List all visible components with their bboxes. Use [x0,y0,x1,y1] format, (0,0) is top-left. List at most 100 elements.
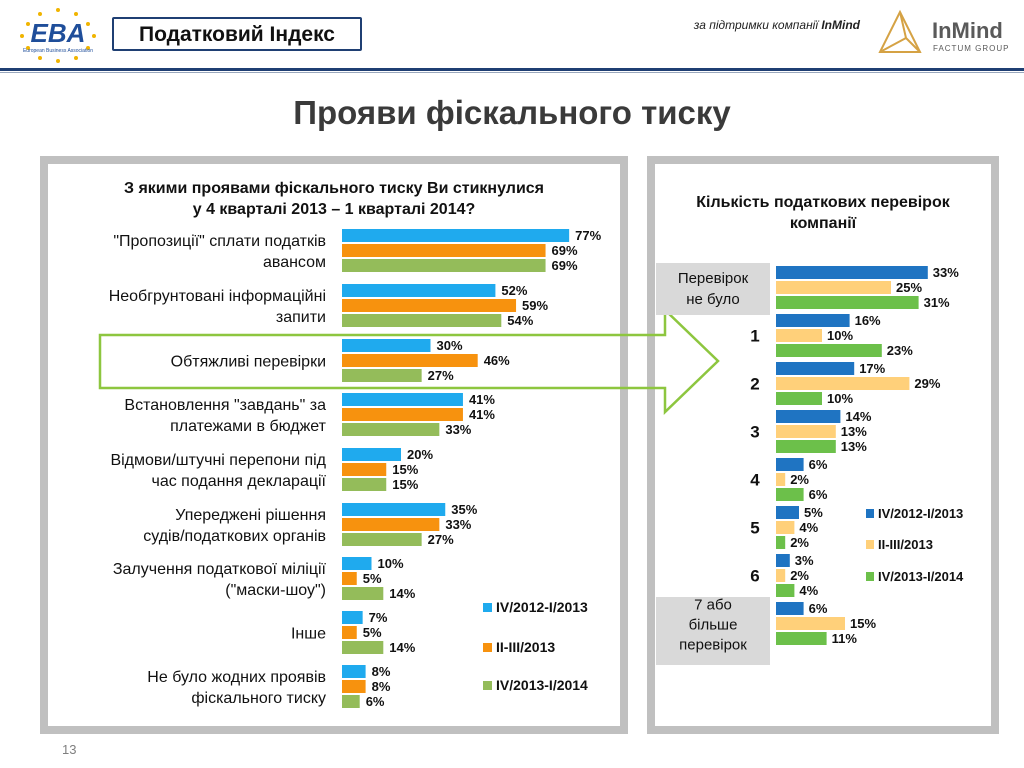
left-chart-area: З якими проявами фіскального тиску Ви ст… [48,164,620,726]
right-category-box [656,263,770,315]
right-bar [776,602,804,615]
right-category-label: 4 [750,471,760,490]
right-bar [776,488,804,501]
left-bar [342,680,366,693]
left-bar [342,299,517,312]
right-bar-value-label: 14% [845,409,871,424]
right-bar-value-label: 5% [804,505,823,520]
header-divider [0,68,1024,71]
left-bar-value-label: 5% [363,625,382,640]
right-category-label: перевірок [679,637,747,654]
right-chart-title-line-2: компанії [789,215,857,232]
left-category-label: Відмови/штучні перепони під [110,452,326,469]
left-bar [342,518,440,531]
left-bar-value-label: 33% [445,422,471,437]
right-bar [776,392,822,405]
right-bar [776,377,910,390]
right-bar-value-label: 4% [799,520,818,535]
right-bar [776,425,836,438]
right-category-label: не було [686,291,740,308]
left-bar-value-label: 14% [389,640,415,655]
left-bar-value-label: 69% [552,258,578,273]
left-category-label: Необгрунтовані інформаційні [109,288,326,305]
right-bar [776,329,822,342]
right-category-label: 3 [750,423,759,442]
left-bar-value-label: 8% [372,664,391,679]
right-legend-swatch [866,540,874,549]
left-bar-value-label: 5% [363,571,382,586]
left-bar [342,354,478,367]
left-chart-title-line-1: З якими проявами фіскального тиску Ви ст… [123,180,545,197]
right-bar-value-label: 17% [859,361,885,376]
left-category-label: Не було жодних проявів [147,669,326,686]
right-bar-value-label: 3% [795,553,814,568]
left-bar-value-label: 7% [369,610,388,625]
right-bar-value-label: 13% [841,439,867,454]
right-bar [776,362,855,375]
svg-text:European Business Association: European Business Association [23,48,93,54]
left-bar-value-label: 59% [522,298,548,313]
left-bar [342,587,384,600]
right-bar [776,410,841,423]
right-legend-label: IV/2013-I/2014 [878,569,964,584]
right-bar [776,617,845,630]
support-prefix: за підтримки компанії [693,18,822,32]
right-category-label: 5 [750,519,759,538]
left-legend-label: IV/2012-I/2013 [496,599,588,615]
right-bar-value-label: 13% [841,424,867,439]
left-bar [342,611,363,624]
header: EBA European Business Association Податк… [0,0,1024,73]
right-bar-value-label: 29% [914,376,940,391]
left-bar-value-label: 20% [407,447,433,462]
left-bar [342,503,446,516]
left-chart-title: З якими проявами фіскального тиску Ви ст… [48,178,620,220]
left-bar [342,369,422,382]
right-category-label: 2 [750,375,759,394]
left-bar-value-label: 46% [484,353,510,368]
right-chart-title-line-1: Кількість податкових перевірок [696,194,950,211]
left-bar [342,626,357,639]
left-bar-value-label: 41% [469,407,495,422]
left-bar-value-label: 15% [392,462,418,477]
inmind-logo: InMind FACTUM GROUP [878,9,1008,53]
right-category-label: 7 або [694,597,732,614]
right-category-label: більше [689,617,738,634]
left-bar [342,408,463,421]
left-category-label: авансом [263,254,326,271]
right-bar-value-label: 4% [799,583,818,598]
right-bar-value-label: 6% [809,457,828,472]
left-bar-value-label: 14% [389,586,415,601]
right-category-box [656,597,770,665]
left-legend-label: IV/2013-I/2014 [496,677,588,693]
left-bar [342,259,546,272]
svg-text:InMind: InMind [932,18,1003,43]
left-bar [342,665,366,678]
support-company: InMind [821,18,860,32]
right-chart-title: Кількість податкових перевірок компанії [655,192,991,234]
right-bar-value-label: 31% [924,295,950,310]
right-bar [776,266,928,279]
left-bar-value-label: 77% [575,228,601,243]
left-bar [342,641,384,654]
left-bar-value-label: 54% [507,313,533,328]
right-bar [776,296,919,309]
svg-text:EBA: EBA [31,18,86,48]
right-bar [776,440,836,453]
right-bar [776,584,795,597]
left-bar-value-label: 41% [469,392,495,407]
left-bar-value-label: 27% [428,532,454,547]
left-bar [342,695,360,708]
left-legend-swatch [483,603,492,612]
left-category-label: платежами в бюджет [170,418,327,435]
left-category-label: "Пропозиції" сплати податків [113,233,326,250]
left-bar [342,572,357,585]
left-category-label: Упереджені рішення [175,507,326,524]
right-bar-value-label: 15% [850,616,876,631]
left-chart-title-line-2: у 4 кварталі 2013 – 1 кварталі 2014? [192,201,476,218]
left-bar-value-label: 52% [501,283,527,298]
right-bar-value-label: 2% [790,472,809,487]
right-bar [776,458,804,471]
left-bar-value-label: 69% [552,243,578,258]
left-legend-swatch [483,643,492,652]
left-category-label: Обтяжливі перевірки [171,354,326,371]
